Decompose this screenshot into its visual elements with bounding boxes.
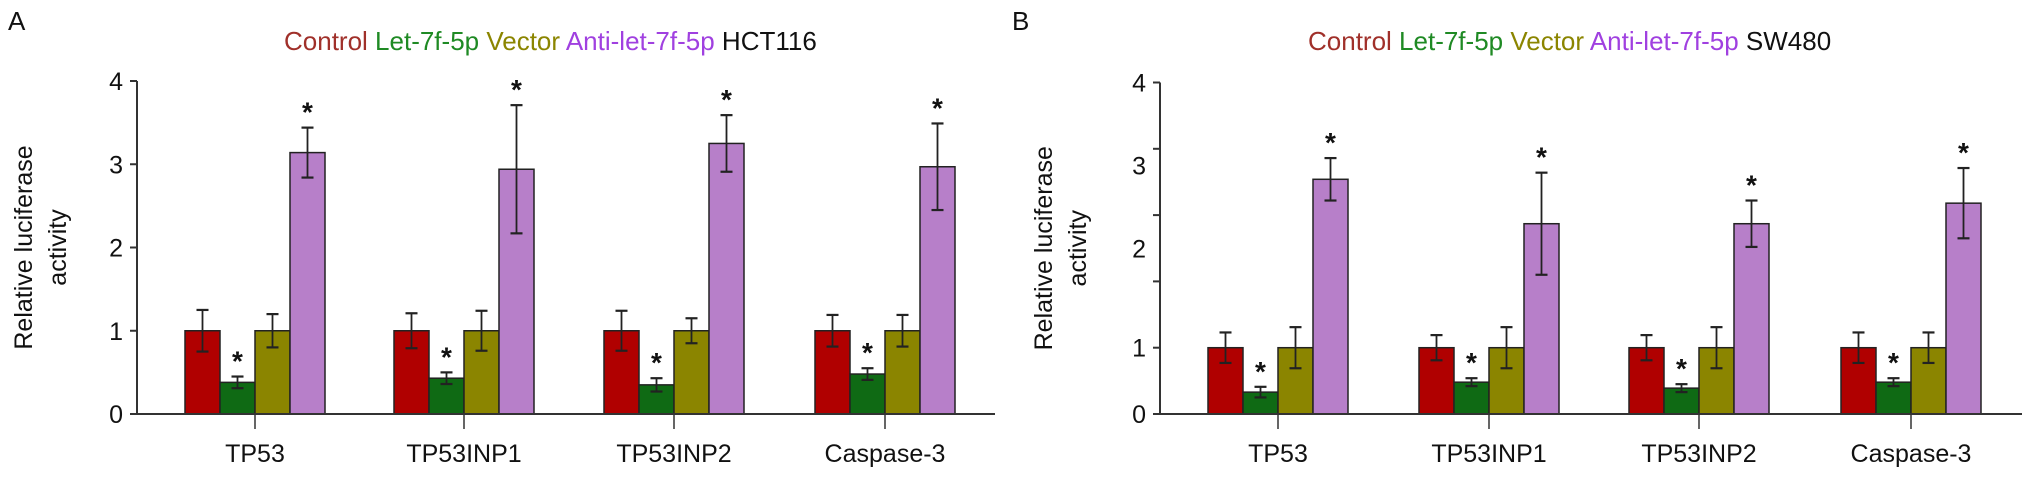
legend: Control Let-7f-5p Vector Anti-let-7f-5p … <box>1308 26 1831 56</box>
bar <box>1312 178 1349 415</box>
legend-entry: Control <box>284 26 375 56</box>
panel-label: A <box>8 6 26 36</box>
significance-marker: * <box>651 347 662 378</box>
significance-marker: * <box>232 346 243 377</box>
legend-entry: Control <box>1308 26 1399 56</box>
significance-marker: * <box>1466 347 1477 378</box>
legend: Control Let-7f-5p Vector Anti-let-7f-5p … <box>284 26 817 56</box>
y-axis-label: Relative luciferase <box>1030 146 1058 350</box>
panel-label: B <box>1012 6 1029 36</box>
legend-cell-line: HCT116 <box>722 26 817 56</box>
y-tick-label: 1 <box>1132 335 1146 363</box>
significance-marker: * <box>511 74 522 105</box>
y-tick-label: 4 <box>1132 70 1146 98</box>
significance-marker: * <box>1888 347 1899 378</box>
y-tick-label: 4 <box>109 68 123 96</box>
bar <box>498 168 535 415</box>
significance-marker: * <box>441 341 452 372</box>
x-tick-label: Caspase-3 <box>825 440 946 468</box>
x-tick-label: TP53 <box>225 440 285 468</box>
significance-marker: * <box>1536 142 1547 173</box>
significance-marker: * <box>1325 127 1336 158</box>
legend-entry: Anti-let-7f-5p <box>566 26 722 56</box>
significance-marker: * <box>721 84 732 115</box>
legend-entry: Vector <box>1510 26 1590 56</box>
significance-marker: * <box>302 97 313 128</box>
legend-cell-line: SW480 <box>1746 26 1831 56</box>
x-tick-label: TP53INP2 <box>616 440 731 468</box>
y-axis-label-line2: activity <box>44 209 72 286</box>
y-tick-label: 3 <box>1132 152 1146 180</box>
y-tick-label: 2 <box>109 235 123 263</box>
bar <box>673 330 710 415</box>
significance-marker: * <box>1255 356 1266 387</box>
y-tick-label: 0 <box>109 401 123 429</box>
significance-marker: * <box>1958 137 1969 168</box>
y-axis-label: Relative luciferase <box>10 145 38 349</box>
y-tick-label: 1 <box>109 318 123 346</box>
x-tick-label: TP53INP1 <box>406 440 521 468</box>
y-tick-label: 3 <box>109 151 123 179</box>
significance-marker: * <box>1746 170 1757 201</box>
bar <box>1875 381 1912 415</box>
legend-entry: Vector <box>486 26 566 56</box>
legend-entry: Let-7f-5p <box>1399 26 1510 56</box>
x-tick-label: TP53 <box>1248 440 1308 468</box>
y-tick-label: 2 <box>1132 235 1146 263</box>
significance-marker: * <box>862 337 873 368</box>
y-axis-label-line2: activity <box>1064 210 1092 287</box>
bar <box>1733 222 1770 415</box>
x-tick-label: TP53INP2 <box>1641 440 1756 468</box>
legend-entry: Let-7f-5p <box>375 26 486 56</box>
legend-entry: Anti-let-7f-5p <box>1590 26 1746 56</box>
x-tick-label: TP53INP1 <box>1431 440 1546 468</box>
bar <box>708 142 745 415</box>
panel-b: B Control Let-7f-5p Vector Anti-let-7f-5p… <box>1012 6 2022 468</box>
panel-a: A Control Let-7f-5p Vector Anti-let-7f-5p… <box>8 6 995 468</box>
bar <box>289 151 326 415</box>
x-tick-label: Caspase-3 <box>1851 440 1972 468</box>
y-tick-label: 0 <box>1132 401 1146 429</box>
significance-marker: * <box>932 92 943 123</box>
significance-marker: * <box>1676 353 1687 384</box>
